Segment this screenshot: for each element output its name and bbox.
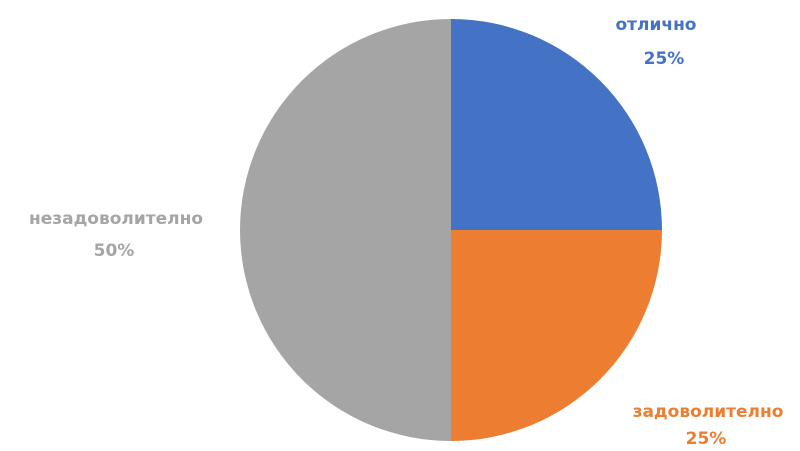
pie-slices (240, 19, 662, 441)
slice-label-zadovolitelno: задоволително (633, 402, 784, 422)
pie-labels: отлично 25% задоволително 25% незадоволи… (29, 15, 783, 449)
slice-label-nezadovolitelno: незадоволително (29, 209, 203, 229)
pie-slice-otlichno (451, 19, 662, 230)
slice-label-otlichno: отлично (616, 15, 697, 35)
pie-slice-zadovolitelno (451, 230, 662, 441)
slice-percent-zadovolitelno: 25% (686, 429, 727, 449)
slice-percent-nezadovolitelno: 50% (94, 241, 135, 261)
slice-percent-otlichno: 25% (644, 49, 685, 69)
pie-slice-nezadovolitelno (240, 19, 451, 441)
